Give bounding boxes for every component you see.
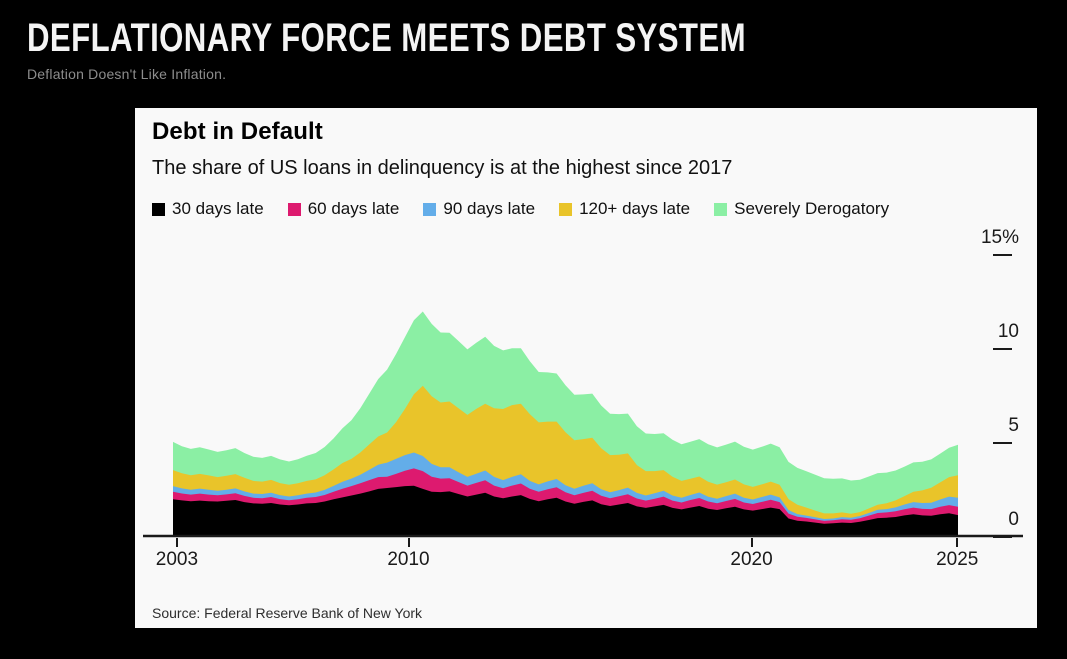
x-tick-mark-2003: [175, 537, 178, 547]
chart-title: Debt in Default: [152, 118, 323, 145]
x-tick-mark-2020: [750, 537, 753, 547]
y-tick-label-5: 5: [1008, 415, 1019, 436]
area-30-days-late: [173, 485, 958, 535]
x-tick-label-2020: 2020: [730, 549, 773, 570]
x-tick-label-2025: 2025: [936, 549, 979, 570]
x-tick-label-2010: 2010: [387, 549, 430, 570]
x-tick-mark-2025: [956, 537, 959, 547]
delinquency-area-chart: [143, 311, 1023, 538]
legend-swatch-icon: [559, 202, 573, 216]
legend-swatch-icon: [714, 202, 728, 216]
legend-label: 90 days late: [443, 199, 536, 218]
chart-subtitle: The share of US loans in delinquency is …: [152, 157, 733, 179]
legend-item-30-days-late: 30 days late: [152, 199, 264, 219]
y-tick-mark-15: [993, 254, 1012, 256]
x-tick-label-2003: 2003: [155, 549, 199, 570]
page-header: DEFLATIONARY FORCE MEETS DEBT SYSTEM Def…: [27, 14, 949, 82]
legend-swatch-icon: [152, 202, 165, 216]
y-tick-label-10: 10: [997, 321, 1019, 342]
chart-card: Debt in Default The share of US loans in…: [135, 108, 1037, 628]
page-title: DEFLATIONARY FORCE MEETS DEBT SYSTEM: [27, 16, 746, 60]
y-tick-mark-10: [993, 348, 1012, 350]
legend-item-90-days-late: 90 days late: [423, 199, 535, 219]
y-tick-mark-5: [993, 442, 1012, 444]
legend-item-severely-derogatory: Severely Derogatory: [714, 199, 889, 219]
legend-item-120-days-late: 120+ days late: [559, 199, 690, 219]
legend-swatch-icon: [287, 202, 301, 216]
legend-label: Severely Derogatory: [734, 199, 890, 218]
legend-swatch-icon: [423, 202, 437, 216]
source-note: Source: Federal Reserve Bank of New York: [152, 605, 423, 621]
y-tick-label-15: 15%: [980, 227, 1019, 248]
y-tick-label-0: 0: [1008, 509, 1019, 530]
legend-label: 60 days late: [307, 199, 400, 218]
legend-label: 30 days late: [172, 199, 264, 218]
legend-label: 120+ days late: [579, 199, 691, 218]
page-subtitle: Deflation Doesn't Like Inflation.: [27, 66, 227, 82]
chart-legend: 30 days late 60 days late 90 days late 120+…: [152, 199, 889, 219]
y-tick-mark-0: [993, 536, 1012, 538]
x-tick-mark-2010: [407, 537, 410, 547]
legend-item-60-days-late: 60 days late: [287, 199, 400, 219]
